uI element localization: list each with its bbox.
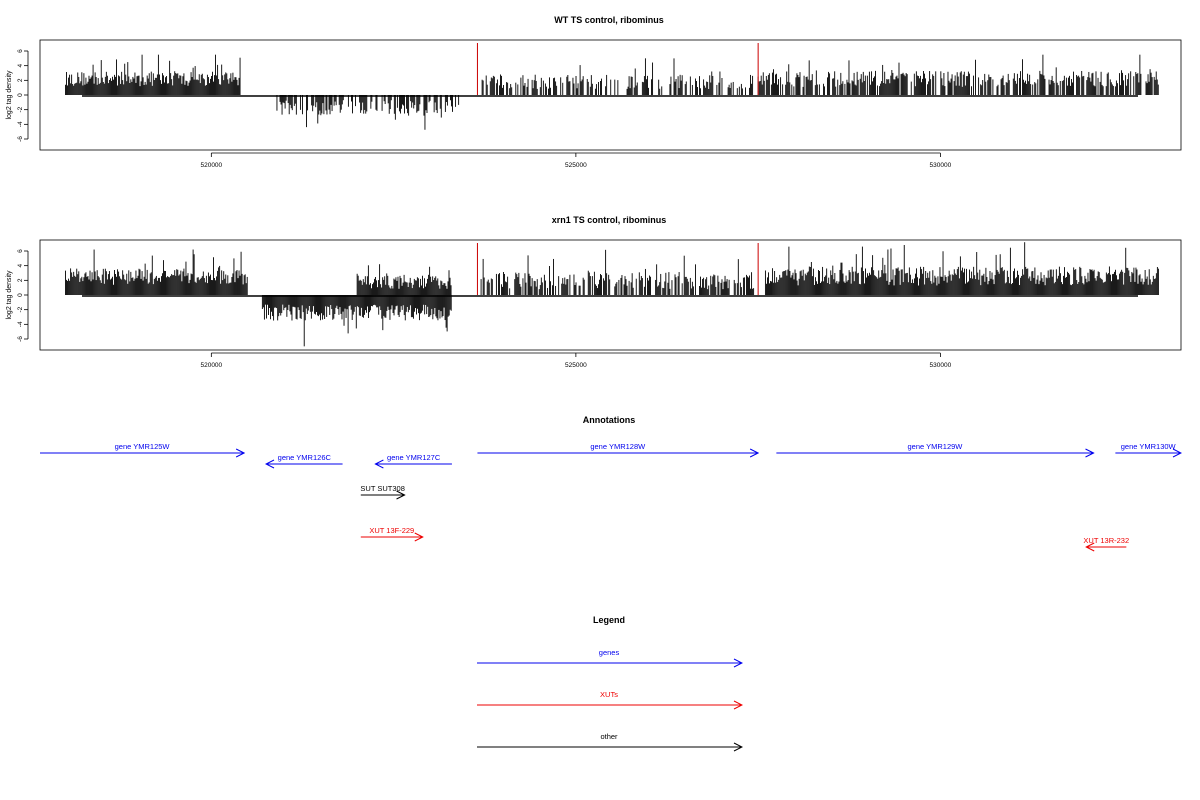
- feature-xut-13f-229: XUT 13F-229: [360, 526, 423, 537]
- y-tick-label: 2: [17, 278, 24, 282]
- feature-gene-ymr125w: gene YMR125W: [40, 442, 244, 453]
- feature-label: XUT 13F-229: [369, 526, 414, 535]
- y-tick-label: 4: [17, 63, 24, 67]
- feature-label: SUT SUT308: [360, 484, 404, 493]
- annotations-title: Annotations: [583, 415, 636, 425]
- y-tick-label: 6: [17, 249, 24, 253]
- legend-label: XUTs: [600, 690, 618, 699]
- feature-label: gene YMR129W: [907, 442, 963, 451]
- x-tick-label: 520000: [200, 162, 222, 169]
- feature-xut-13r-232: XUT 13R-232: [1083, 536, 1129, 547]
- xrn1-coverage-panel: xrn1 TS control, ribominus -6 -4 -2 0 2 4 6 52…: [6, 215, 1182, 369]
- y-tick-label: 0: [17, 293, 24, 297]
- y-tick-label: -2: [17, 106, 24, 112]
- wt-coverage-panel: WT TS control, ribominus -6 -4 -2 0 2 4 6 5200…: [6, 15, 1182, 169]
- y-tick-label: -2: [17, 306, 24, 312]
- feature-gene-ymr129w: gene YMR129W: [776, 442, 1093, 453]
- x-tick-label: 525000: [565, 162, 587, 169]
- y-tick-label: -6: [17, 336, 24, 342]
- feature-gene-ymr126c: gene YMR126C: [266, 453, 343, 464]
- legend: Legend genes XUTs other: [477, 615, 742, 747]
- legend-item-genes: genes: [477, 648, 742, 663]
- y-tick-label: 6: [17, 49, 24, 53]
- legend-item-xuts: XUTs: [477, 690, 742, 705]
- feature-gene-ymr130w: gene YMR130W: [1115, 442, 1181, 453]
- y-tick-label: -4: [17, 121, 24, 127]
- feature-gene-ymr127c: gene YMR127C: [375, 453, 452, 464]
- feature-label: gene YMR126C: [278, 453, 332, 462]
- y-axis-label: log2 tag density: [6, 270, 13, 320]
- legend-label: other: [600, 732, 618, 741]
- y-tick-label: 0: [17, 93, 24, 97]
- annotation-track: Annotations gene YMR125W gene YMR126C gene…: [40, 415, 1181, 547]
- feature-label: gene YMR125W: [115, 442, 171, 451]
- feature-label: gene YMR128W: [590, 442, 646, 451]
- y-tick-label: -6: [17, 136, 24, 142]
- feature-label: gene YMR127C: [387, 453, 441, 462]
- x-tick-label: 520000: [200, 362, 222, 369]
- legend-title: Legend: [593, 615, 625, 625]
- feature-label: gene YMR130W: [1121, 442, 1177, 451]
- plot-frame: [39, 39, 1182, 151]
- x-tick-label: 525000: [565, 362, 587, 369]
- x-tick-label: 530000: [930, 162, 952, 169]
- y-tick-label: 2: [17, 78, 24, 82]
- y-tick-label: 4: [17, 263, 24, 267]
- feature-gene-ymr128w: gene YMR128W: [477, 442, 758, 453]
- legend-item-other: other: [477, 732, 742, 747]
- panel-title: xrn1 TS control, ribominus: [552, 215, 667, 225]
- y-axis-label: log2 tag density: [6, 70, 13, 120]
- feature-label: XUT 13R-232: [1083, 536, 1129, 545]
- panel-title: WT TS control, ribominus: [554, 15, 664, 25]
- plot-frame: [39, 239, 1182, 351]
- y-tick-label: -4: [17, 321, 24, 327]
- legend-label: genes: [599, 648, 620, 657]
- x-tick-label: 530000: [930, 362, 952, 369]
- feature-sut-sut308: SUT SUT308: [360, 484, 404, 495]
